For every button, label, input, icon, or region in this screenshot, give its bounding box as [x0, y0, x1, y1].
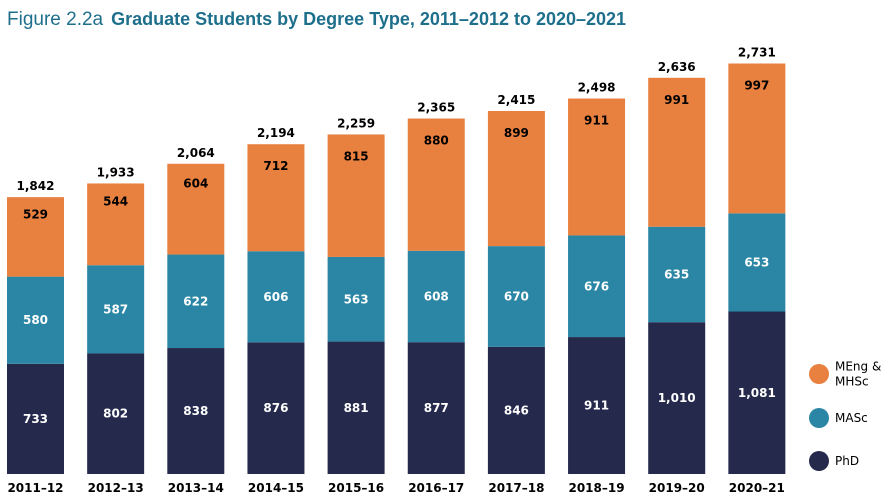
legend-marker-phd	[809, 451, 829, 471]
bar-meng-9	[648, 77, 706, 227]
bar-meng-8	[568, 98, 626, 236]
value-label-phd-2: 802	[103, 407, 128, 421]
value-label-masc-4: 606	[263, 290, 288, 304]
bar-masc-6	[407, 250, 465, 343]
bar-meng-4	[247, 144, 305, 252]
bar-meng-1	[7, 197, 64, 277]
legend: MEng &MHSc MASc PhD	[809, 360, 881, 471]
value-label-phd-4: 876	[263, 401, 288, 415]
legend-label-phd: PhD	[835, 454, 859, 468]
value-label-masc-7: 670	[504, 289, 529, 303]
bar-masc-1	[7, 276, 64, 364]
figure-title: Graduate Students by Degree Type, 2011–2…	[111, 9, 627, 29]
value-label-masc-10: 653	[744, 255, 769, 269]
bar-phd-6	[407, 342, 465, 474]
legend-label-masc: MASc	[835, 411, 868, 425]
value-label-phd-10: 1,081	[738, 386, 776, 400]
total-label-6: 2,365	[417, 101, 455, 115]
category-label-1: 2011–12	[7, 481, 63, 495]
total-label-8: 2,498	[578, 81, 616, 95]
value-label-phd-5: 881	[344, 401, 369, 415]
bar-masc-8	[568, 235, 626, 338]
bar-meng-7	[487, 111, 545, 247]
bar-phd-8	[568, 337, 626, 474]
value-label-masc-6: 608	[424, 289, 449, 303]
bar-masc-10	[728, 213, 786, 312]
category-label-10: 2020–21	[729, 481, 785, 495]
bar-meng-3	[167, 163, 225, 255]
bar-meng-6	[407, 118, 465, 251]
category-label-3: 2013–14	[168, 481, 224, 495]
value-label-phd-3: 838	[183, 404, 208, 418]
bar-meng-2	[87, 183, 145, 266]
value-label-phd-8: 911	[584, 399, 609, 413]
value-label-meng-6: 880	[424, 134, 449, 148]
bars-group: 733 580 529 1,842 2011–12 802 587 544 1,933 2012–…	[7, 46, 786, 495]
total-label-7: 2,415	[497, 93, 535, 107]
value-label-meng-7: 899	[504, 126, 529, 140]
value-label-meng-9: 991	[664, 93, 689, 107]
bar-phd-10	[728, 311, 786, 474]
figure-number: Figure 2.2a	[7, 9, 104, 30]
chart-title: Figure 2.2a Graduate Students by Degree T…	[7, 6, 626, 34]
bar-masc-4	[247, 251, 305, 343]
bar-masc-9	[648, 226, 706, 323]
bar-meng-10	[728, 63, 786, 214]
total-label-3: 2,064	[177, 146, 215, 160]
total-label-1: 1,842	[17, 179, 55, 193]
value-label-masc-3: 622	[183, 294, 208, 308]
value-label-meng-4: 712	[263, 159, 288, 173]
value-label-masc-5: 563	[344, 292, 369, 306]
category-label-2: 2012–13	[88, 481, 144, 495]
value-label-masc-1: 580	[23, 313, 48, 327]
value-label-phd-7: 846	[504, 403, 529, 417]
legend-marker-masc	[809, 408, 829, 428]
value-label-meng-1: 529	[23, 208, 48, 222]
legend-label-meng: MEng &	[835, 360, 881, 374]
value-label-masc-8: 676	[584, 279, 609, 293]
bar-masc-5	[327, 256, 385, 342]
category-label-6: 2016–17	[408, 481, 464, 495]
legend-marker-meng	[809, 364, 829, 384]
total-label-9: 2,636	[658, 60, 696, 74]
value-label-meng-2: 544	[103, 194, 128, 208]
value-label-phd-9: 1,010	[658, 391, 696, 405]
bar-phd-4	[247, 342, 305, 474]
bar-masc-2	[87, 265, 145, 354]
category-label-5: 2015–16	[328, 481, 384, 495]
bar-masc-3	[167, 254, 225, 349]
value-label-meng-8: 911	[584, 114, 609, 128]
bar-masc-7	[487, 246, 545, 347]
bar-phd-3	[167, 348, 225, 474]
bar-meng-5	[327, 134, 385, 257]
total-label-10: 2,731	[738, 46, 776, 60]
bar-phd-1	[7, 363, 64, 474]
value-label-meng-10: 997	[744, 79, 769, 93]
value-label-masc-2: 587	[103, 302, 128, 316]
bar-phd-5	[327, 341, 385, 474]
value-label-phd-1: 733	[23, 412, 48, 426]
category-label-7: 2017–18	[488, 481, 544, 495]
total-label-5: 2,259	[337, 116, 375, 130]
value-label-meng-5: 815	[344, 149, 369, 163]
bar-phd-9	[648, 322, 706, 474]
total-label-2: 1,933	[97, 165, 135, 179]
category-label-9: 2019–20	[649, 481, 705, 495]
value-label-meng-3: 604	[183, 177, 208, 191]
category-label-4: 2014–15	[248, 481, 304, 495]
bar-phd-2	[87, 353, 145, 474]
total-label-4: 2,194	[257, 126, 295, 140]
value-label-masc-9: 635	[664, 267, 689, 281]
bar-phd-7	[487, 346, 545, 474]
legend-label-meng: MHSc	[835, 375, 869, 389]
category-label-8: 2018–19	[568, 481, 624, 495]
value-label-phd-6: 877	[424, 401, 449, 415]
